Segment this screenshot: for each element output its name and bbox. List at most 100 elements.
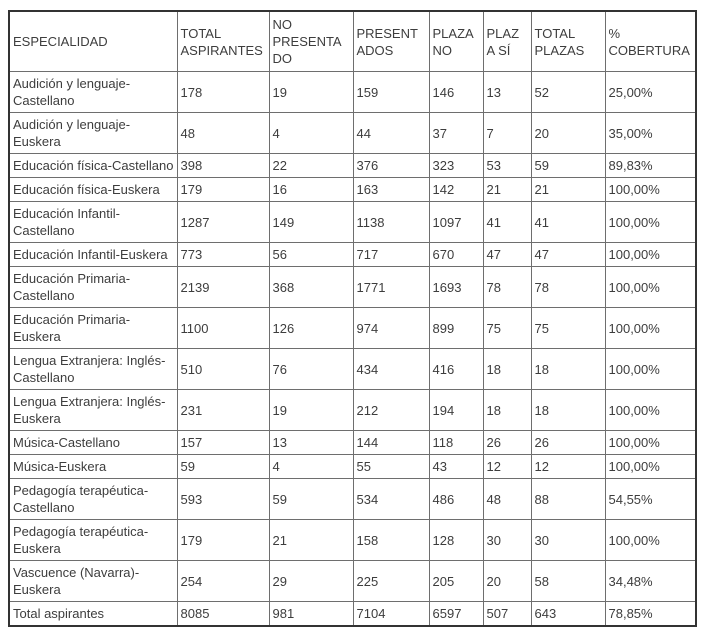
value-cell: 100,00% [604, 177, 697, 202]
value-cell: 4 [268, 112, 354, 154]
value-cell: 41 [530, 201, 606, 243]
value-cell: 981 [268, 601, 354, 627]
value-cell: 416 [428, 348, 484, 390]
especialidad-cell: Educación Primaria-Castellano [8, 266, 178, 308]
value-cell: 100,00% [604, 519, 697, 561]
especialidad-cell: Audición y lenguaje-Castellano [8, 71, 178, 113]
especialidad-cell: Total aspirantes [8, 601, 178, 627]
value-cell: 18 [482, 348, 532, 390]
value-cell: 56 [268, 242, 354, 267]
column-header: TOTAL ASPIRANTES [176, 10, 270, 72]
value-cell: 1097 [428, 201, 484, 243]
value-cell: 26 [482, 430, 532, 455]
especialidad-cell: Música-Castellano [8, 430, 178, 455]
table-row: Música-Euskera 59 4 55 43 12 12 100,00% [8, 454, 697, 479]
table-row: Educación Infantil-Castellano 1287 149 1138… [8, 201, 697, 243]
value-cell: 18 [482, 389, 532, 431]
table-head-row: ESPECIALIDAD TOTAL ASPIRANTES NO PRESENTAD… [8, 10, 697, 72]
value-cell: 54,55% [604, 478, 697, 520]
value-cell: 100,00% [604, 348, 697, 390]
value-cell: 41 [482, 201, 532, 243]
value-cell: 8085 [176, 601, 270, 627]
value-cell: 179 [176, 177, 270, 202]
column-header: ESPECIALIDAD [8, 10, 178, 72]
value-cell: 21 [268, 519, 354, 561]
value-cell: 225 [352, 560, 430, 602]
value-cell: 34,48% [604, 560, 697, 602]
table-row: Educación Infantil-Euskera 773 56 717 670 47 4… [8, 242, 697, 267]
value-cell: 157 [176, 430, 270, 455]
value-cell: 1771 [352, 266, 430, 308]
column-header: TOTAL PLAZAS [530, 10, 606, 72]
value-cell: 100,00% [604, 242, 697, 267]
value-cell: 205 [428, 560, 484, 602]
value-cell: 47 [482, 242, 532, 267]
value-cell: 4 [268, 454, 354, 479]
coverage-table: ESPECIALIDAD TOTAL ASPIRANTES NO PRESENTAD… [8, 10, 697, 627]
value-cell: 231 [176, 389, 270, 431]
value-cell: 1693 [428, 266, 484, 308]
table-row: Educación física-Castellano 398 22 376 323 53… [8, 153, 697, 178]
value-cell: 12 [482, 454, 532, 479]
especialidad-cell: Pedagogía terapéutica-Castellano [8, 478, 178, 520]
value-cell: 78,85% [604, 601, 697, 627]
value-cell: 593 [176, 478, 270, 520]
value-cell: 376 [352, 153, 430, 178]
value-cell: 76 [268, 348, 354, 390]
value-cell: 48 [176, 112, 270, 154]
value-cell: 194 [428, 389, 484, 431]
table-head: ESPECIALIDAD TOTAL ASPIRANTES NO PRESENTAD… [8, 10, 697, 72]
value-cell: 100,00% [604, 266, 697, 308]
value-cell: 53 [482, 153, 532, 178]
value-cell: 6597 [428, 601, 484, 627]
value-cell: 7104 [352, 601, 430, 627]
table-row: Pedagogía terapéutica-Castellano 593 59 534… [8, 478, 697, 520]
value-cell: 37 [428, 112, 484, 154]
value-cell: 22 [268, 153, 354, 178]
value-cell: 78 [530, 266, 606, 308]
value-cell: 18 [530, 348, 606, 390]
value-cell: 47 [530, 242, 606, 267]
value-cell: 35,00% [604, 112, 697, 154]
value-cell: 1138 [352, 201, 430, 243]
table-body: Audición y lenguaje-Castellano 178 19 159 14… [8, 71, 697, 627]
table-row: Educación Primaria-Castellano 2139 368 1771… [8, 266, 697, 308]
value-cell: 100,00% [604, 389, 697, 431]
value-cell: 75 [530, 307, 606, 349]
column-header: PLAZA SÍ [482, 10, 532, 72]
value-cell: 368 [268, 266, 354, 308]
value-cell: 78 [482, 266, 532, 308]
especialidad-cell: Lengua Extranjera: Inglés-Castellano [8, 348, 178, 390]
table-row: Lengua Extranjera: Inglés-Castellano 510 7… [8, 348, 697, 390]
value-cell: 75 [482, 307, 532, 349]
table-row: Educación Primaria-Euskera 1100 126 974 899 7… [8, 307, 697, 349]
value-cell: 30 [482, 519, 532, 561]
especialidad-cell: Audición y lenguaje-Euskera [8, 112, 178, 154]
value-cell: 126 [268, 307, 354, 349]
value-cell: 1287 [176, 201, 270, 243]
value-cell: 29 [268, 560, 354, 602]
table-row: Música-Castellano 157 13 144 118 26 26 100,00% [8, 430, 697, 455]
value-cell: 59 [268, 478, 354, 520]
value-cell: 142 [428, 177, 484, 202]
table-row: Audición y lenguaje-Euskera 48 4 44 37 7 20 35,… [8, 112, 697, 154]
value-cell: 59 [530, 153, 606, 178]
table-row: Lengua Extranjera: Inglés-Euskera 231 19 21… [8, 389, 697, 431]
value-cell: 89,83% [604, 153, 697, 178]
value-cell: 717 [352, 242, 430, 267]
value-cell: 643 [530, 601, 606, 627]
value-cell: 13 [482, 71, 532, 113]
value-cell: 7 [482, 112, 532, 154]
value-cell: 212 [352, 389, 430, 431]
value-cell: 88 [530, 478, 606, 520]
value-cell: 118 [428, 430, 484, 455]
value-cell: 18 [530, 389, 606, 431]
especialidad-cell: Música-Euskera [8, 454, 178, 479]
value-cell: 163 [352, 177, 430, 202]
table-row: Vascuence (Navarra)-Euskera 254 29 225 205 20… [8, 560, 697, 602]
column-header: PLAZA NO [428, 10, 484, 72]
column-header: % COBERTURA [604, 10, 697, 72]
value-cell: 52 [530, 71, 606, 113]
column-header: NO PRESENTADO [268, 10, 354, 72]
value-cell: 20 [530, 112, 606, 154]
